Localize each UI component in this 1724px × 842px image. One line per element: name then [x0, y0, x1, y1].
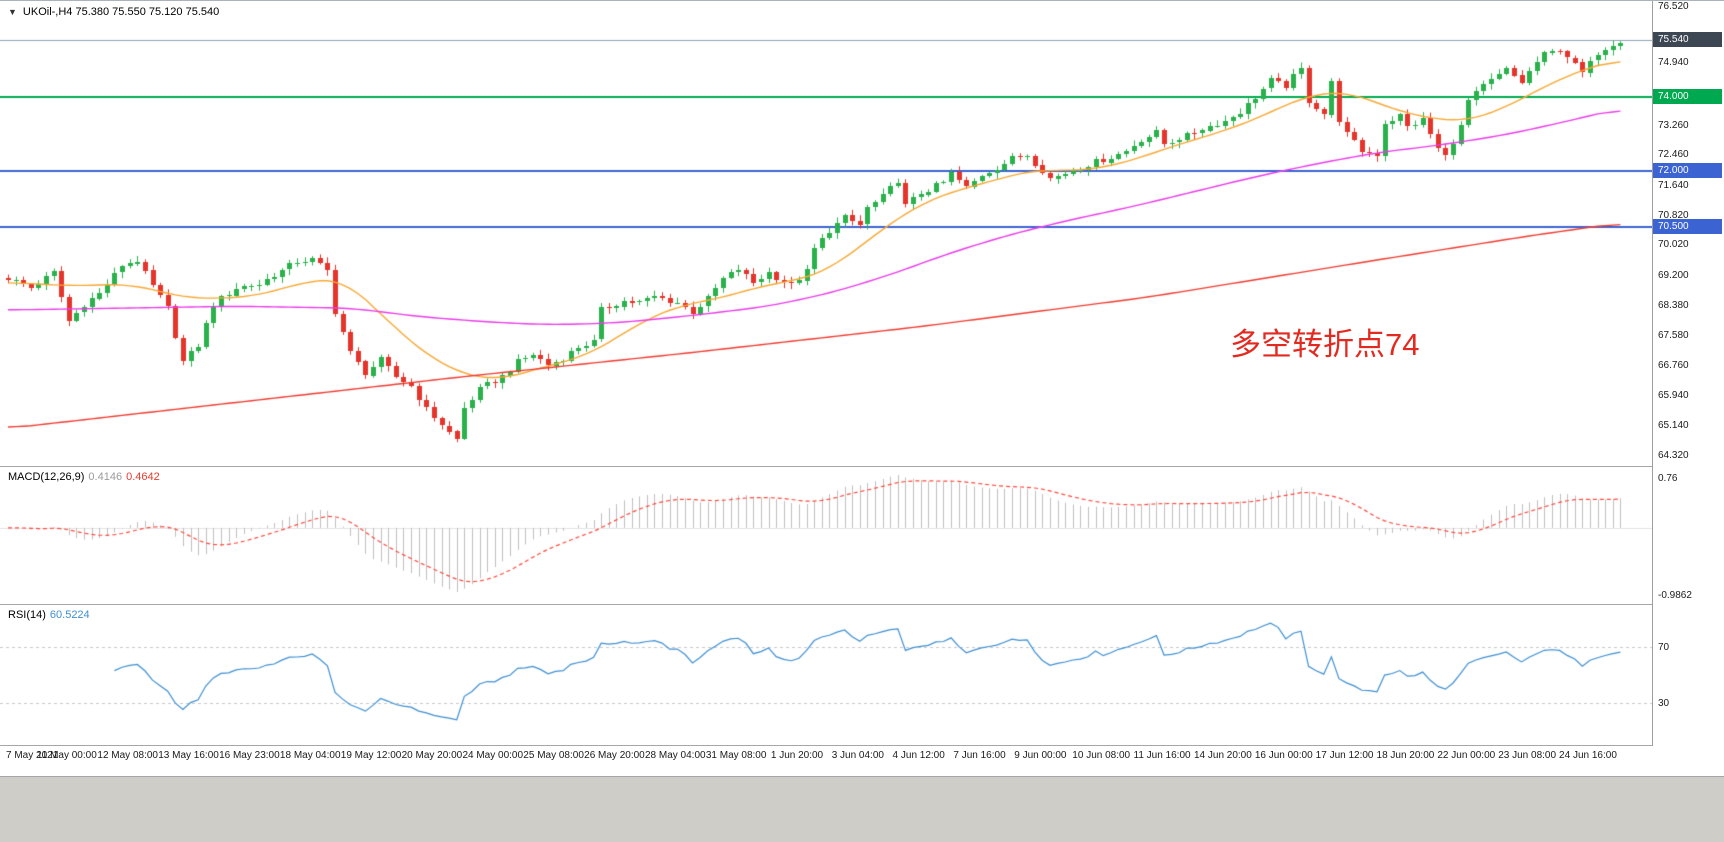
macd-label: MACD(12,26,9): [8, 471, 85, 483]
time-axis-label: 20 May 20:00: [401, 750, 463, 761]
price-axis-label: 65.940: [1658, 390, 1689, 402]
price-axis-label: 64.320: [1658, 450, 1689, 462]
time-axis-label: 11 Jun 16:00: [1133, 750, 1191, 761]
expand-arrow-icon[interactable]: ▼: [8, 7, 17, 17]
price-axis-label: 67.580: [1658, 329, 1689, 341]
time-axis-label: 4 Jun 12:00: [892, 750, 945, 761]
time-axis-label: 18 May 04:00: [279, 750, 341, 761]
current-price-badge: 75.540: [1653, 32, 1722, 48]
time-axis-label: 25 May 08:00: [523, 750, 584, 761]
price-axis-label: 65.140: [1658, 420, 1689, 432]
time-axis-label: 12 May 08:00: [97, 750, 158, 761]
price-axis-label: 74.940: [1658, 57, 1689, 69]
price-axis-label: 72.460: [1658, 149, 1689, 161]
macd-axis-min: -0.9862: [1658, 590, 1692, 601]
macd-signal-value: 0.4642: [126, 471, 160, 483]
time-axis-label: 7 Jun 16:00: [953, 750, 1006, 761]
time-axis-label: 17 Jun 12:00: [1315, 750, 1374, 761]
time-axis-label: 19 May 12:00: [340, 750, 402, 761]
bottom-spacer: [0, 776, 1724, 842]
time-axis-label: 23 Jun 08:00: [1498, 750, 1557, 761]
rsi-label: RSI(14): [8, 609, 46, 621]
price-axis[interactable]: 0.76 -0.9862 70 30 76.520 74.940 73.260 72.…: [1652, 1, 1724, 776]
level-price-badge: 72.000: [1653, 163, 1722, 179]
time-axis[interactable]: 7 May 2021 11 May 00:00 12 May 08:00 13 May…: [0, 746, 1724, 776]
macd-axis-max: 0.76: [1658, 473, 1678, 484]
time-axis-label: 26 May 20:00: [584, 750, 645, 761]
time-axis-label: 9 Jun 00:00: [1014, 750, 1067, 761]
time-axis-label: 18 Jun 20:00: [1376, 750, 1435, 761]
panel-separator[interactable]: [0, 604, 1724, 605]
chart-annotation-text: 多空转折点74: [1230, 327, 1420, 362]
price-axis-label: 70.020: [1658, 239, 1689, 251]
rsi-axis-lower: 30: [1658, 698, 1670, 709]
time-axis-label: 7 May 2021: [6, 750, 59, 761]
macd-header: MACD(12,26,9) 0.4146 0.4642: [8, 471, 164, 483]
time-axis-label: 3 Jun 04:00: [831, 750, 884, 761]
time-axis-label: 16 Jun 00:00: [1254, 750, 1313, 761]
level-price-badge: 74.000: [1653, 89, 1722, 105]
rsi-panel-canvas[interactable]: [0, 605, 1652, 745]
price-axis-label: 66.760: [1658, 360, 1689, 372]
time-axis-label: 10 Jun 08:00: [1072, 750, 1131, 761]
price-chart-canvas[interactable]: [0, 1, 1652, 466]
rsi-header: RSI(14) 60.5224: [8, 609, 94, 621]
price-axis-label: 73.260: [1658, 119, 1689, 131]
price-axis-label: 71.640: [1658, 179, 1689, 191]
time-axis-label: 14 Jun 20:00: [1193, 750, 1252, 761]
time-axis-label: 1 Jun 20:00: [770, 750, 824, 761]
panel-separator[interactable]: [0, 745, 1724, 746]
time-axis-label: 24 May 00:00: [462, 750, 524, 761]
time-axis-label: 24 Jun 16:00: [1559, 750, 1617, 761]
price-axis-label: 69.200: [1658, 269, 1689, 281]
time-axis-label: 13 May 16:00: [158, 750, 219, 761]
rsi-value: 60.5224: [49, 609, 90, 621]
time-axis-label: 31 May 08:00: [705, 750, 767, 761]
time-axis-label: 11 May 00:00: [36, 750, 97, 761]
macd-main-value: 0.4146: [88, 471, 123, 483]
panel-separator[interactable]: [0, 466, 1724, 467]
time-axis-label: 16 May 23:00: [219, 750, 280, 761]
level-price-badge: 70.500: [1653, 218, 1722, 234]
price-axis-label: 70.820: [1658, 209, 1689, 221]
macd-panel-canvas[interactable]: [0, 467, 1652, 604]
rsi-axis-upper: 70: [1658, 642, 1670, 653]
ohlc-values: UKOil-,H4 75.380 75.550 75.120 75.540: [22, 6, 220, 18]
time-axis-label: 22 Jun 00:00: [1437, 750, 1496, 761]
price-axis-label: 76.520: [1658, 1, 1689, 12]
price-axis-label: 68.380: [1658, 300, 1689, 312]
time-axis-label: 28 May 04:00: [644, 750, 706, 761]
symbol-ohlc-header: ▼ UKOil-,H4 75.380 75.550 75.120 75.540: [8, 6, 219, 18]
